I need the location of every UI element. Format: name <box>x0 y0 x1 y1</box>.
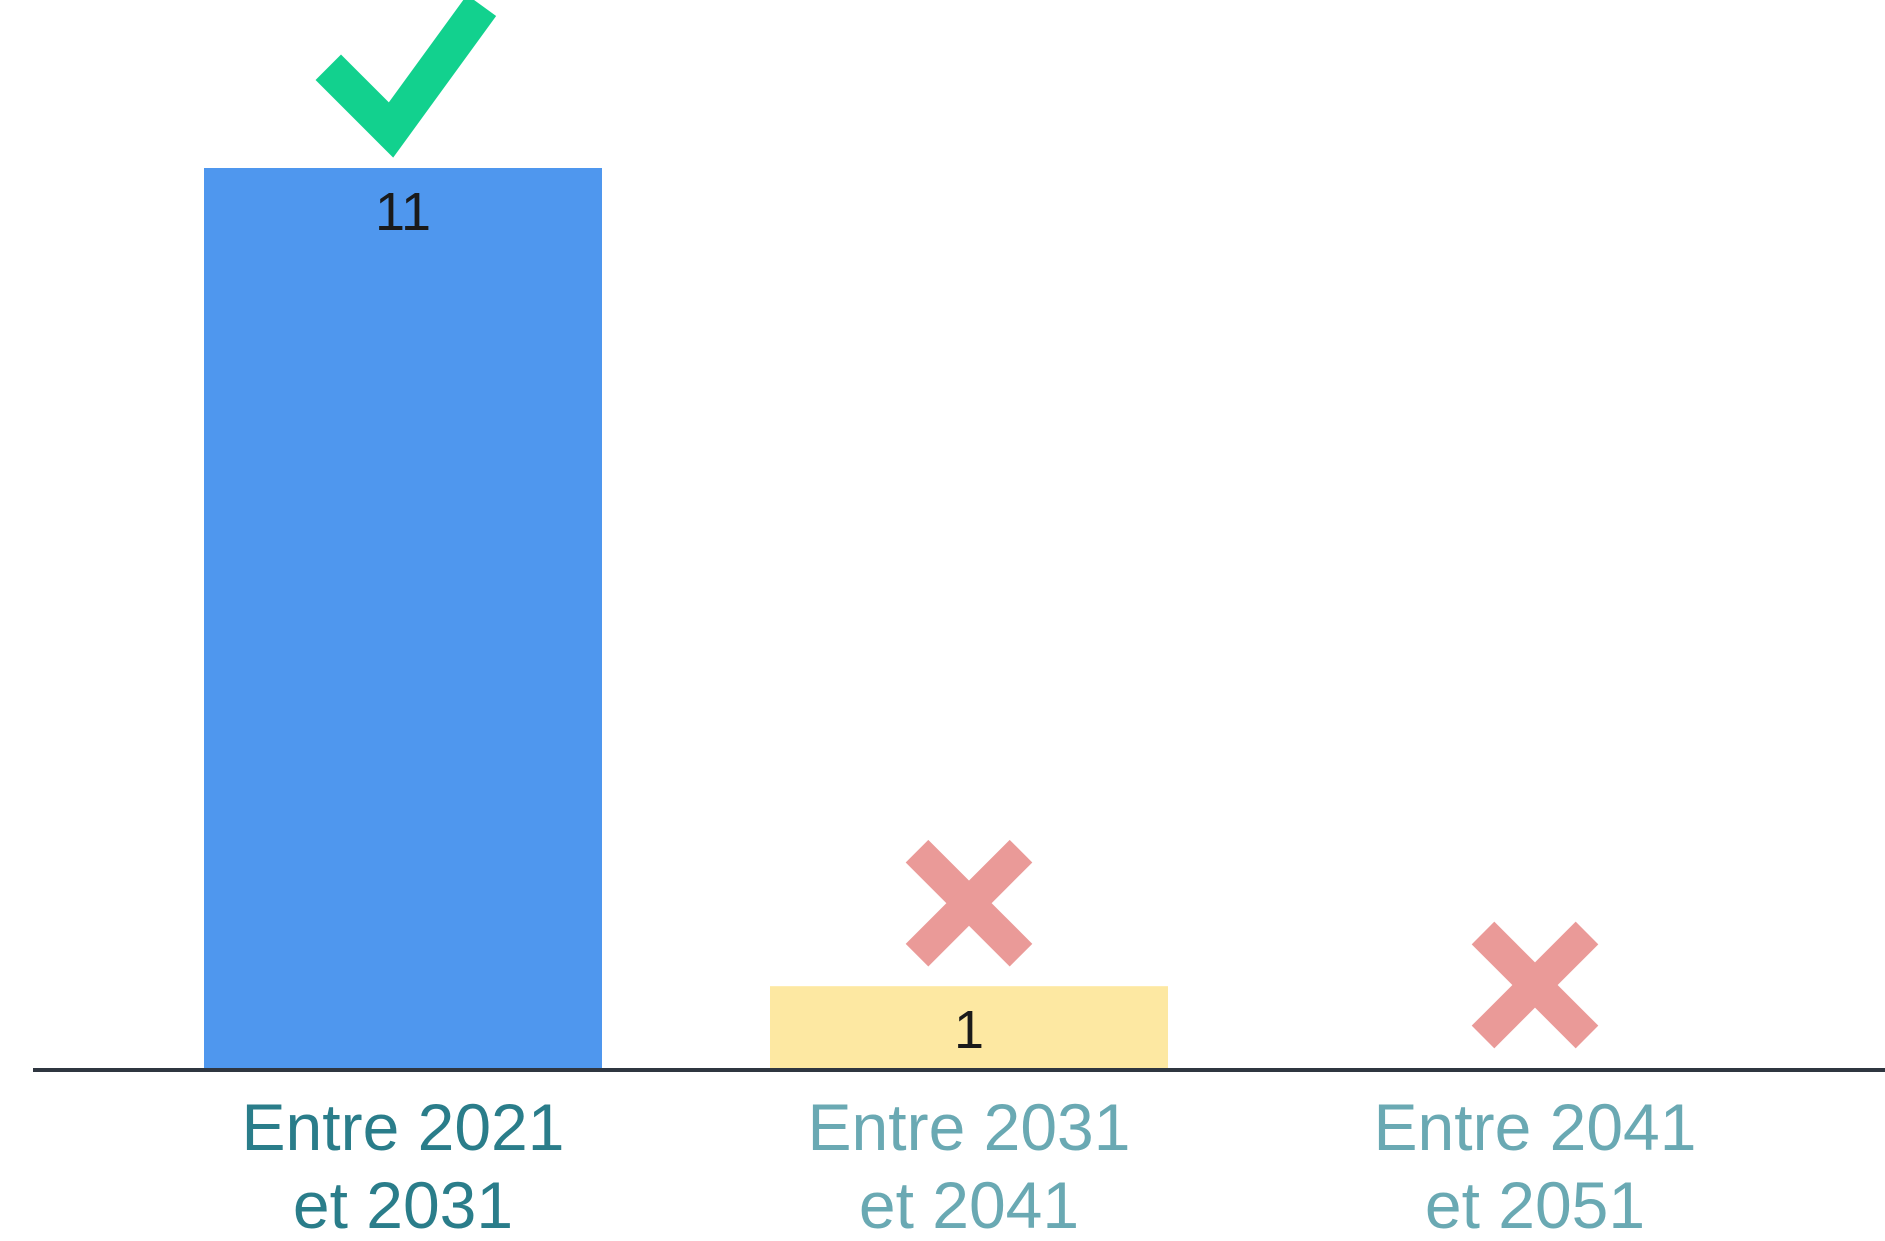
bars <box>204 168 1168 1068</box>
bar-2 <box>770 986 1168 1068</box>
data-label-2: 1 <box>954 1000 984 1060</box>
category-label-3-line2: et 2051 <box>1425 1168 1645 1241</box>
category-label-1-line1: Entre 2021 <box>242 1090 565 1164</box>
markers <box>315 0 1599 1049</box>
category-label-1-line2: et 2031 <box>293 1168 513 1241</box>
cross-icon <box>1471 921 1599 1049</box>
cross-icon <box>905 839 1033 967</box>
category-label-2-line2: et 2041 <box>859 1168 1079 1241</box>
category-label-3-line1: Entre 2041 <box>1374 1090 1697 1164</box>
check-icon <box>315 0 497 158</box>
data-label-1: 11 <box>375 182 431 242</box>
bar-1 <box>204 168 602 1068</box>
data-labels: 111 <box>375 182 984 1060</box>
category-label-2-line1: Entre 2031 <box>808 1090 1131 1164</box>
